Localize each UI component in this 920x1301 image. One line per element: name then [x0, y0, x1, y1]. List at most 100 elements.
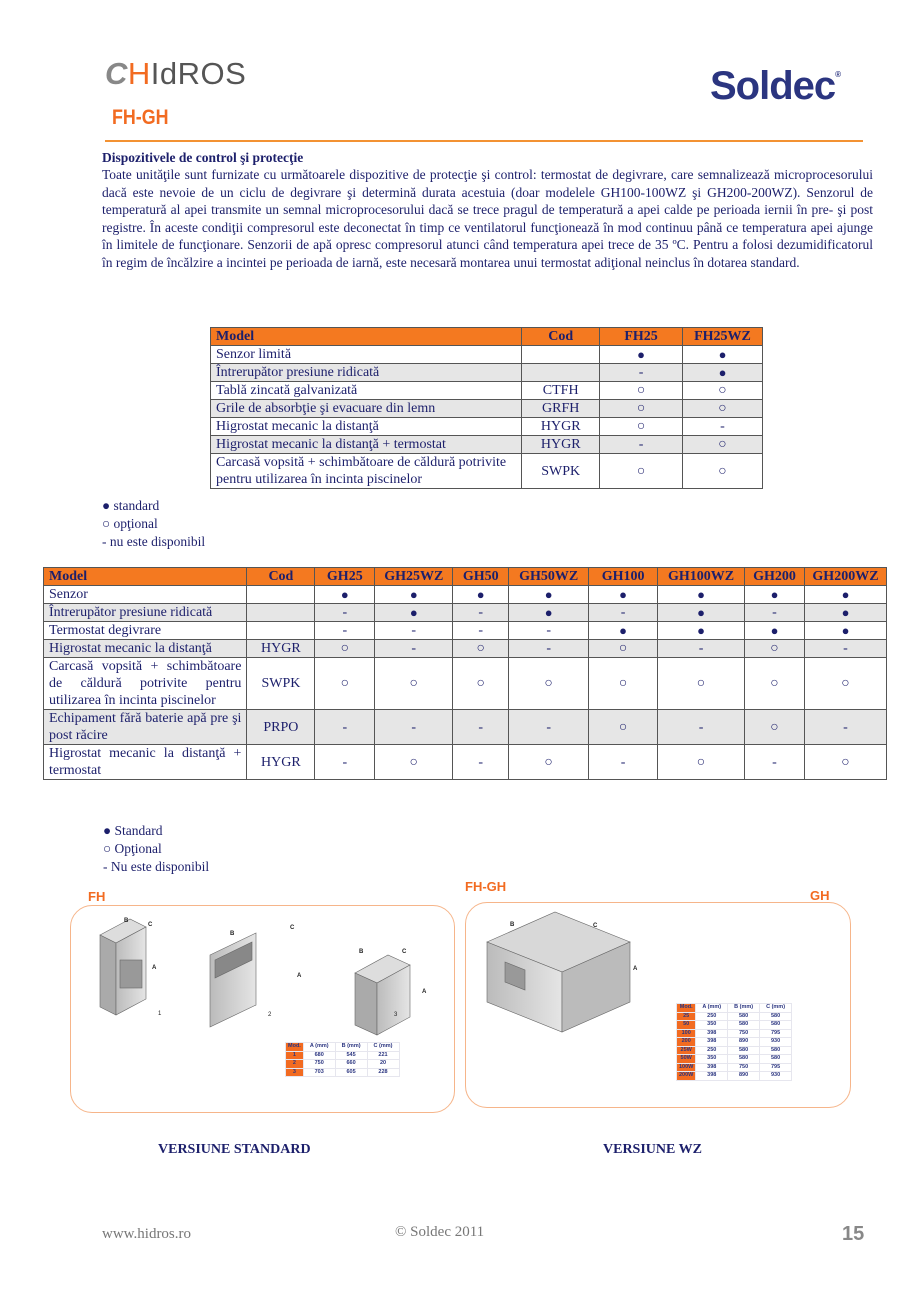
table-cell: -: [374, 639, 454, 658]
table-cell: ○: [452, 639, 510, 658]
legend-item: ● standard: [102, 498, 160, 513]
table-cell: 545: [334, 1050, 368, 1060]
column-header: GH25: [314, 567, 376, 586]
table-cell: ●: [314, 585, 376, 604]
table-cell: ●: [452, 585, 510, 604]
table-cell: ○: [508, 744, 590, 780]
table-cell: ○: [599, 381, 684, 400]
table-row: Higrostat mecanic la distanţă + termosta…: [42, 744, 888, 780]
table-cell: 750: [302, 1059, 336, 1069]
dim-label-b: B: [359, 949, 364, 955]
table-cell: SWPK: [246, 657, 316, 710]
table-cell: ○: [588, 639, 659, 658]
table-cell: 580: [727, 1020, 761, 1030]
row-label: 2: [285, 1059, 304, 1069]
table-cell: -: [452, 621, 510, 640]
fh-units-illustration: B C A B C A B C A 1 2 3: [99, 918, 427, 1036]
fh-unit-1: [99, 918, 147, 1016]
row-label: Carcasă vopsită + schimbătoare de căldur…: [42, 657, 248, 710]
table-row: Echipament fără baterie apă pre şi post …: [42, 709, 888, 745]
table-cell: 250: [695, 1045, 729, 1055]
table-row: Senzor ● ● ● ● ● ● ● ●: [42, 585, 888, 604]
column-header: GH50WZ: [508, 567, 590, 586]
dim-label-a: A: [152, 965, 157, 971]
table-cell: ○: [599, 417, 684, 436]
column-header: Mod.: [285, 1042, 304, 1052]
table-cell: ○: [314, 657, 376, 710]
fh-gh-label: FH-GH: [465, 879, 507, 894]
fh-unit-3: [354, 954, 411, 1036]
table-cell: 750: [727, 1062, 761, 1072]
unit-number: 3: [394, 1012, 398, 1018]
table-cell: 398: [695, 1062, 729, 1072]
table-row: 1 680 545 221: [285, 1050, 400, 1060]
column-header: GH100WZ: [657, 567, 746, 586]
table-cell: ○: [588, 709, 659, 745]
row-label: Higrostat mecanic la distanţă: [42, 639, 248, 658]
legend-item: ● Standard: [103, 823, 163, 838]
table-row: 50W 350 580 580: [675, 1054, 793, 1064]
table-cell: HYGR: [521, 435, 601, 454]
row-label: 50W: [675, 1054, 697, 1064]
table-cell: ●: [744, 585, 805, 604]
table-cell: 890: [727, 1071, 761, 1081]
table-cell: ●: [803, 603, 888, 622]
fh-dimensions-table: Mod. A (mm) B (mm) C (mm) 1 680 545 221 2 750 660 2…: [285, 1042, 400, 1077]
table-row: Higrostat mecanic la distanţă + termosta…: [209, 435, 763, 454]
table-cell: ●: [588, 585, 659, 604]
table-cell: 250: [695, 1011, 729, 1021]
table-cell: -: [657, 639, 746, 658]
gh-drawing-box: [465, 902, 851, 1108]
table-cell: -: [452, 709, 510, 745]
table-cell: ○: [803, 657, 888, 710]
table-cell: ○: [374, 657, 454, 710]
table-cell: [521, 345, 601, 364]
table-cell: -: [314, 709, 376, 745]
table-cell: 580: [759, 1011, 793, 1021]
table-cell: 580: [759, 1020, 793, 1030]
table-cell: [246, 621, 316, 640]
column-header: A (mm): [302, 1042, 336, 1052]
table-cell: ○: [374, 744, 454, 780]
column-header: Model: [42, 567, 248, 586]
column-header: GH100: [588, 567, 659, 586]
table-cell: HYGR: [246, 744, 316, 780]
column-header: GH25WZ: [374, 567, 454, 586]
gh-options-table: Model Cod GH25 GH25WZ GH50 GH50WZ GH100 GH100WZ…: [42, 567, 888, 780]
table-row: 25W 250 580 580: [675, 1045, 793, 1055]
table-cell: ●: [803, 585, 888, 604]
dim-label-c: C: [593, 923, 598, 929]
table-cell: 350: [695, 1020, 729, 1030]
dim-label-b: B: [230, 931, 235, 937]
table-cell: -: [599, 435, 684, 454]
row-label: Întrerupător presiune ridicată: [209, 363, 523, 382]
dim-label-a: A: [633, 966, 638, 972]
row-label: Higrostat mecanic la distanţă + termosta…: [209, 435, 523, 454]
unit-number: 1: [158, 1011, 162, 1017]
table-cell: PRPO: [246, 709, 316, 745]
product-code: FH-GH: [112, 106, 169, 129]
table-cell: -: [508, 709, 590, 745]
footer-website[interactable]: www.hidros.ro: [102, 1226, 192, 1242]
table-cell: 680: [302, 1050, 336, 1060]
fh-label: FH: [88, 889, 106, 904]
table-cell: ○: [657, 744, 746, 780]
legend-item: - nu este disponibil: [102, 534, 206, 549]
table-cell: ●: [374, 585, 454, 604]
row-label: 25W: [675, 1045, 697, 1055]
table-cell: -: [657, 709, 746, 745]
table-row: Senzor limită ● ●: [209, 345, 763, 364]
table-cell: [521, 363, 601, 382]
table-row: 25 250 580 580: [675, 1011, 793, 1021]
table-cell: ●: [508, 603, 590, 622]
table-cell: -: [452, 744, 510, 780]
row-label: Întrerupător presiune ridicată: [42, 603, 248, 622]
column-header: B (mm): [727, 1003, 761, 1013]
table-cell: ●: [374, 603, 454, 622]
table-cell: 221: [366, 1050, 400, 1060]
legend-item: ○ opţional: [102, 516, 158, 531]
gh-label: GH: [810, 888, 830, 903]
table-row: Carcasă vopsită + schimbătoare de căldur…: [42, 657, 888, 710]
table-row: 200 398 890 930: [675, 1037, 793, 1047]
dim-label-c: C: [148, 922, 153, 928]
